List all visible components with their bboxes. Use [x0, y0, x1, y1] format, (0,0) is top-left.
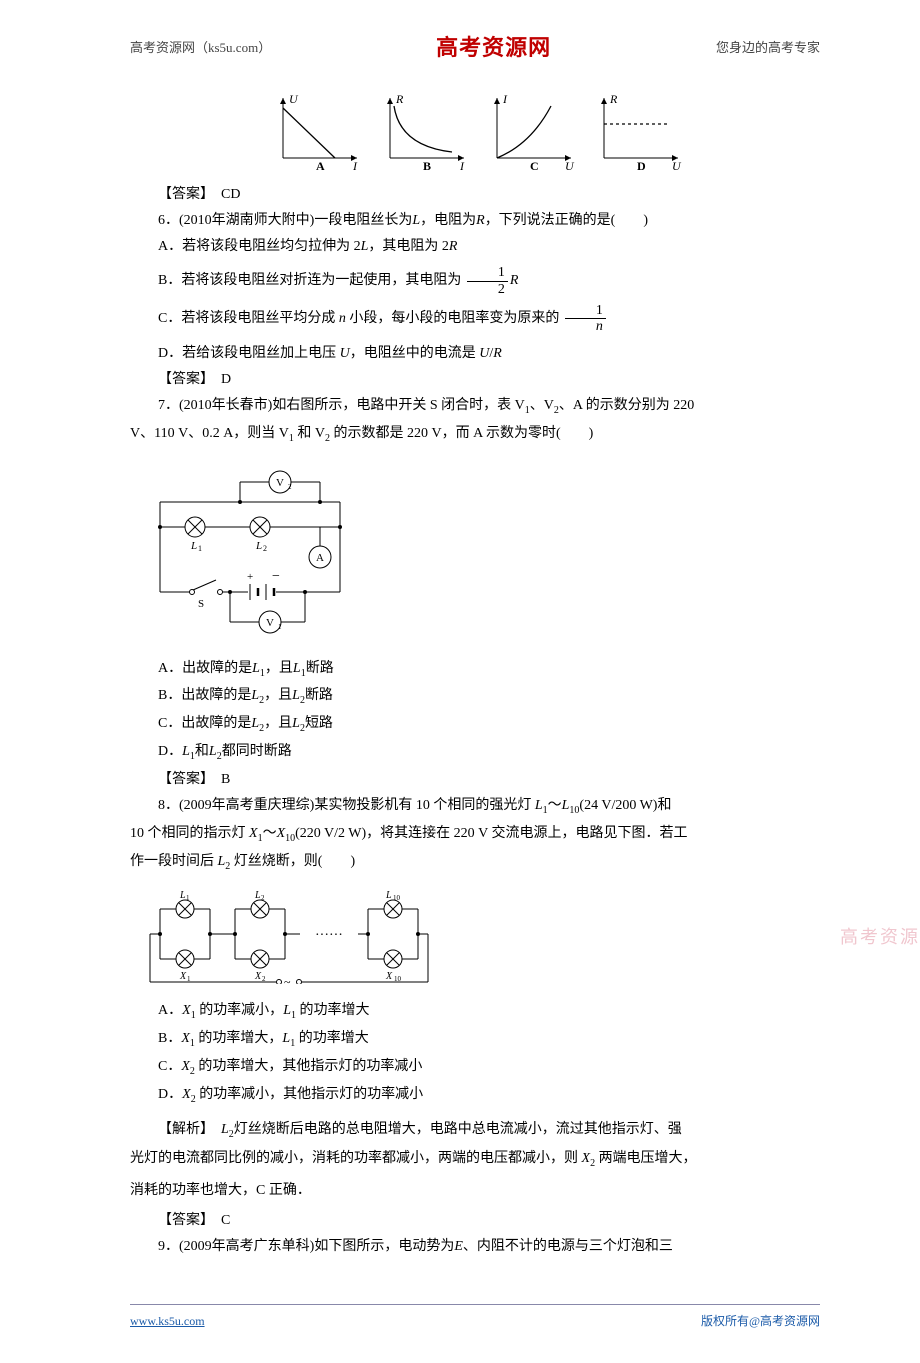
q8-answer: 【答案】 C [130, 1208, 820, 1233]
q7-opt-c: C．出故障的是L2，且L2短路 [130, 711, 820, 738]
svg-text:L: L [190, 540, 197, 552]
q6-answer: 【答案】 D [130, 367, 820, 392]
graph-c-xlabel: U [565, 159, 575, 172]
svg-text:2: 2 [261, 894, 265, 902]
svg-text:2: 2 [288, 483, 292, 491]
q8-stem-line2: 10 个相同的指示灯 X1～X10(220 V/2 W)，将其连接在 220 V… [130, 821, 820, 848]
q6-opt-b: B．若将该段电阻丝对折连为一起使用，其电阻为 12R [130, 265, 820, 297]
q8-stem-line1: 8．(2009年高考重庆理综)某实物投影机有 10 个相同的强光灯 L1～L10… [130, 793, 820, 820]
footer-copyright: 版权所有@高考资源网 [701, 1311, 820, 1333]
svg-text:1: 1 [278, 623, 282, 631]
graph-row: U I A R I B [130, 92, 820, 172]
svg-text:L: L [179, 890, 186, 901]
graph-c-label: C [530, 159, 539, 172]
graph-d-xlabel: U [672, 159, 682, 172]
page-content: U I A R I B [0, 92, 920, 1281]
svg-text:S: S [198, 598, 204, 610]
graph-b: R I B [374, 92, 469, 172]
q8-analysis-line3: 消耗的功率也增大，C 正确． [130, 1176, 820, 1207]
q7-circuit-diagram: V 2 L1 L2 A [130, 462, 820, 642]
page-footer: www.ks5u.com 版权所有@高考资源网 [0, 1311, 920, 1363]
svg-text:2: 2 [263, 544, 267, 553]
q8-circuit-diagram: L1 X1 L2 [130, 889, 820, 984]
page-header: 高考资源网（ks5u.com） 高考资源网 您身边的高考专家 [0, 0, 920, 80]
q7-opt-a: A．出故障的是L1，且L1断路 [130, 656, 820, 683]
svg-text:X: X [179, 971, 187, 982]
q6-opt-a: A．若将该段电阻丝均匀拉伸为 2L，其电阻为 2R [130, 234, 820, 259]
header-left-text: 高考资源网（ks5u.com） [130, 36, 271, 59]
q6-opt-c: C．若将该段电阻丝平均分成 n 小段，每小段的电阻率变为原来的 1n [130, 303, 820, 335]
graph-d: R U D [588, 92, 683, 172]
q8-analysis-line2: 光灯的电流都同比例的减小，消耗的功率都减小，两端的电压都减小，则 X2 两端电压… [130, 1144, 820, 1175]
q5-answer: 【答案】 CD [130, 182, 820, 207]
graph-a-ylabel: U [289, 92, 299, 106]
svg-text:V: V [276, 477, 284, 489]
svg-text:X: X [385, 971, 393, 982]
svg-text:1: 1 [186, 894, 190, 902]
footer-link[interactable]: www.ks5u.com [130, 1311, 205, 1333]
svg-text:L: L [385, 890, 392, 901]
q7-opt-b: B．出故障的是L2，且L2断路 [130, 683, 820, 710]
graph-a-label: A [316, 159, 325, 172]
q8-stem-line3: 作一段时间后 L2 灯丝烧断，则( ) [130, 849, 820, 876]
graph-a-xlabel: I [352, 159, 358, 172]
svg-text:V: V [266, 617, 274, 629]
q7-stem-line1: 7．(2010年长春市)如右图所示，电路中开关 S 闭合时，表 V1、V2、A … [130, 393, 820, 420]
svg-text:~: ~ [284, 975, 291, 984]
q8-opt-c: C．X2 的功率增大，其他指示灯的功率减小 [130, 1054, 820, 1081]
graph-c: I U C [481, 92, 576, 172]
q7-answer: 【答案】 B [130, 767, 820, 792]
graph-b-xlabel: I [459, 159, 465, 172]
svg-text:+: + [247, 571, 253, 583]
svg-text:······: ······ [315, 928, 343, 943]
q6-opt-d: D．若给该段电阻丝加上电压 U，电阻丝中的电流是 U/R [130, 341, 820, 366]
svg-text:L: L [255, 540, 262, 552]
svg-text:A: A [316, 552, 324, 564]
footer-divider [130, 1304, 820, 1305]
svg-text:X: X [254, 971, 262, 982]
q8-opt-d: D．X2 的功率减小，其他指示灯的功率减小 [130, 1082, 820, 1109]
graph-d-label: D [637, 159, 646, 172]
svg-text:1: 1 [198, 544, 202, 553]
q8-opt-a: A．X1 的功率减小，L1 的功率增大 [130, 998, 820, 1025]
header-center-title: 高考资源网 [436, 28, 551, 68]
svg-text:L: L [254, 890, 261, 901]
q6-stem: 6．(2010年湖南师大附中)一段电阻丝长为L，电阻为R，下列说法正确的是( ) [130, 208, 820, 233]
graph-d-ylabel: R [609, 92, 618, 106]
graph-b-label: B [423, 159, 431, 172]
header-right-text: 您身边的高考专家 [716, 36, 820, 59]
svg-text:−: − [272, 569, 280, 584]
q9-stem: 9．(2009年高考广东单科)如下图所示，电动势为E、内阻不计的电源与三个灯泡和… [130, 1234, 820, 1259]
graph-a: U I A [267, 92, 362, 172]
watermark-text: 高考资源网 [840, 921, 920, 953]
graph-c-ylabel: I [502, 92, 508, 106]
q8-opt-b: B．X1 的功率增大，L1 的功率增大 [130, 1026, 820, 1053]
q8-analysis-line1: 【解析】 L2灯丝烧断后电路的总电阻增大，电路中总电流减小，流过其他指示灯、强 [130, 1117, 820, 1144]
q7-opt-d: D．L1和L2都同时断路 [130, 739, 820, 766]
svg-text:10: 10 [393, 894, 401, 902]
q7-stem-line2: V、110 V、0.2 A，则当 V1 和 V2 的示数都是 220 V，而 A… [130, 421, 820, 448]
graph-b-ylabel: R [395, 92, 404, 106]
